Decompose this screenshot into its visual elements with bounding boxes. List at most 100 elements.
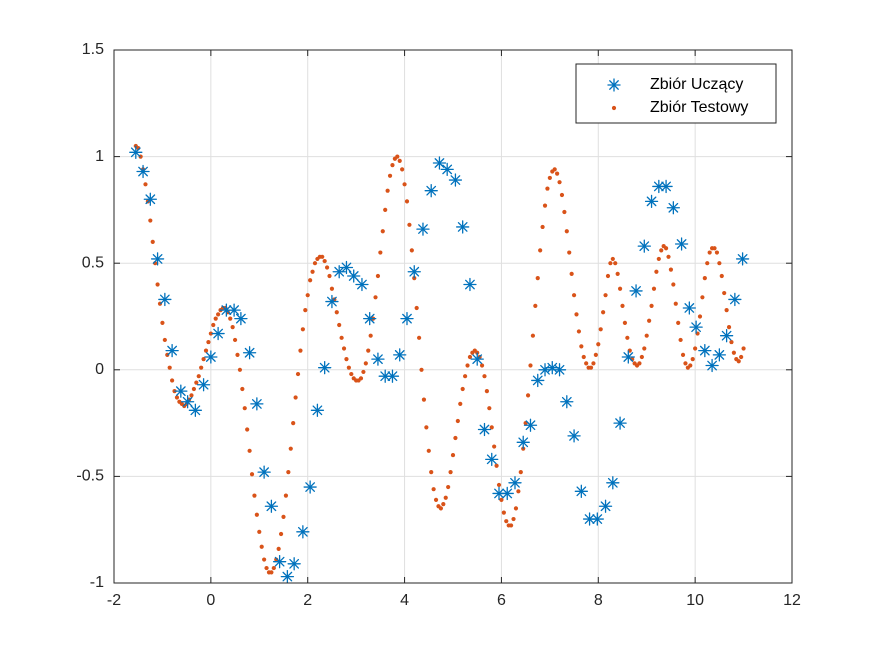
training-point [728,292,742,307]
training-point [629,284,643,298]
test-point [298,348,303,353]
test-point [206,339,211,345]
training-point [287,557,301,571]
training-point [296,525,310,539]
training-point [165,343,179,358]
test-point [610,256,615,262]
test-point [494,463,499,468]
training-point [440,162,454,177]
training-point [332,265,346,279]
test-point [615,271,620,276]
test-point [363,361,368,366]
test-point [697,314,703,319]
test-point [596,342,601,347]
test-point [545,186,550,191]
training-point [689,320,703,334]
test-point [484,389,489,394]
training-point [325,294,339,309]
test-point [269,570,274,575]
training-point [234,311,248,326]
training-point [552,363,567,377]
test-point [167,365,172,370]
training-point [659,179,673,194]
test-point [467,354,473,360]
test-point [349,371,354,377]
test-point [622,320,628,325]
test-point [216,312,221,317]
training-point [242,346,257,360]
test-point [530,333,536,338]
training-point [470,352,484,366]
training-point [400,311,414,326]
training-point [188,403,203,417]
test-point [446,484,451,490]
test-point [538,248,543,253]
test-point [213,316,218,321]
test-point [487,406,492,411]
test-point [571,293,577,298]
test-point [637,361,642,366]
test-point [286,470,291,475]
test-point [361,369,366,375]
test-point [581,354,586,360]
x-tick-label: 8 [594,592,603,609]
test-point [235,352,240,357]
test-point [540,224,545,230]
test-point [663,246,669,251]
y-tick-label: 1.5 [82,41,104,58]
test-point [230,325,235,330]
training-point [143,192,157,206]
training-point [567,429,581,443]
test-point [383,207,388,212]
training-point [463,277,477,292]
test-point [460,386,465,392]
legend-asterisk [607,78,621,92]
training-point [424,184,438,198]
test-point [547,175,552,181]
test-point [707,250,712,255]
test-point [693,346,698,351]
test-point [603,293,608,298]
training-point [606,476,620,490]
test-point [404,199,410,204]
training-point [500,486,514,501]
test-point [295,371,301,377]
test-point [458,401,463,407]
training-point [574,484,588,498]
training-point [136,164,150,179]
y-tick-label: 0 [95,361,104,378]
test-point [245,427,250,432]
training-point [719,329,734,343]
test-point [395,154,400,159]
training-point [432,156,447,170]
test-point [324,265,330,270]
test-point [170,378,175,383]
test-point [666,254,671,259]
training-point [310,403,325,417]
test-point [525,393,531,398]
test-point [228,316,233,321]
test-point [400,167,405,172]
test-point [189,393,194,398]
test-point [668,267,674,272]
training-point [407,265,421,279]
test-point [601,310,606,315]
test-point [312,261,318,266]
training-point [393,348,407,362]
test-point [366,348,371,353]
training-point [158,292,172,307]
training-point [250,397,264,411]
test-point [320,254,325,259]
test-point [155,282,160,287]
training-point [371,352,385,366]
x-tick-label: -2 [107,592,121,609]
legend-dot [611,105,617,111]
test-point [433,497,439,502]
test-point [281,514,286,520]
test-point [276,546,281,551]
test-point [174,395,180,400]
test-point [262,557,267,562]
training-point [196,378,211,392]
test-point [729,339,734,345]
test-point [203,348,209,353]
